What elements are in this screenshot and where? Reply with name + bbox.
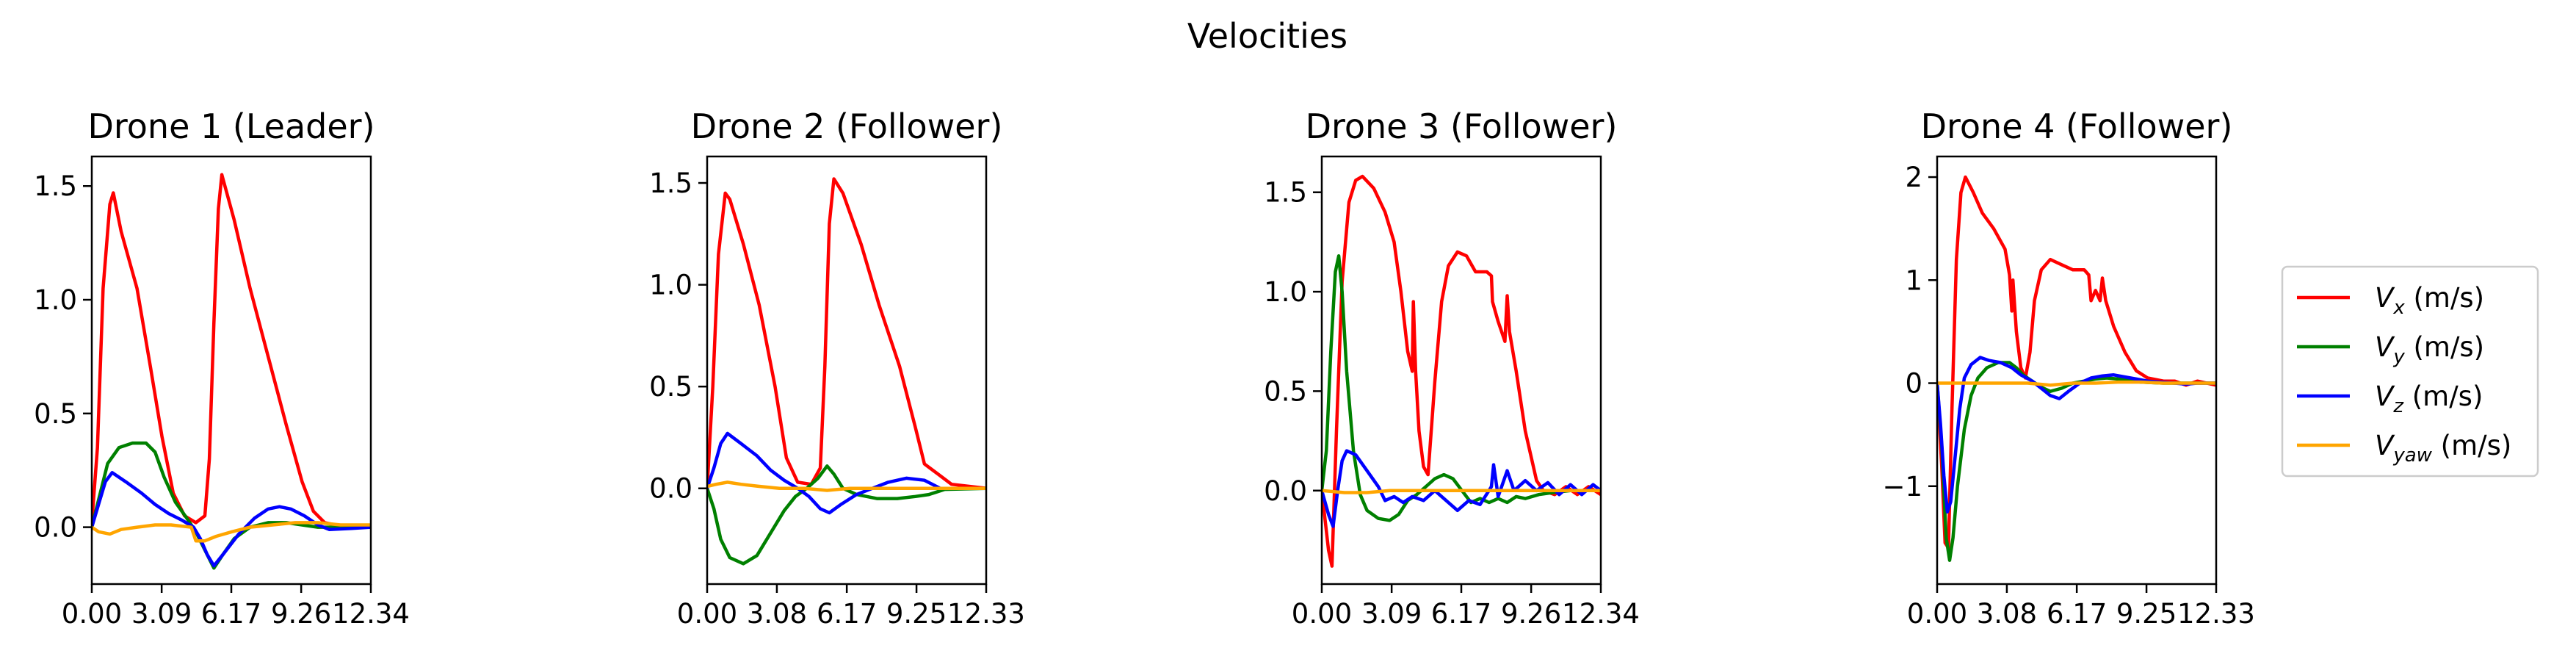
x-tick-label: 12.33 (947, 598, 1025, 630)
subplot-title: Drone 1 (Leader) (87, 107, 375, 146)
x-tick-label: 6.17 (817, 598, 877, 630)
legend-label: Vx (m/s) (2375, 282, 2484, 319)
axes-frame (706, 155, 988, 586)
subplot-title: Drone 3 (Follower) (1306, 107, 1618, 146)
x-tick-label: 3.09 (1361, 598, 1422, 630)
series-line (92, 441, 371, 570)
series-line (707, 431, 986, 515)
x-tick-label: 0.00 (677, 598, 737, 630)
legend-label: Vz (m/s) (2375, 381, 2483, 417)
x-tick-label: 9.25 (886, 598, 947, 630)
y-tick-label: 0 (1905, 368, 1922, 400)
axes-frame (1320, 155, 1602, 586)
y-tick-label: 1 (1905, 264, 1922, 296)
plot-area (92, 173, 371, 570)
y-tick-label: 1.5 (34, 170, 77, 202)
x-tick-label: 9.26 (1501, 598, 1561, 630)
series-line (92, 471, 371, 568)
x-tick-label: 12.34 (332, 598, 410, 630)
series-line (1322, 174, 1601, 568)
series-line (1322, 489, 1601, 494)
series-line (1322, 449, 1601, 528)
y-tick-label: 0.5 (649, 371, 692, 403)
series-line (707, 177, 986, 490)
y-tick-label: 2 (1905, 162, 1922, 193)
x-tick-label: 6.17 (1431, 598, 1491, 630)
y-tick-label: −1 (1882, 471, 1922, 503)
x-tick-label: 0.00 (62, 598, 122, 630)
figure-title: Velocities (1187, 16, 1347, 56)
x-tick-label: 9.26 (271, 598, 331, 630)
y-tick-label: 0.5 (34, 398, 77, 430)
x-tick-label: 3.08 (1977, 598, 2037, 630)
legend-label: Vy (m/s) (2375, 331, 2484, 368)
y-tick-label: 0.0 (1264, 475, 1307, 507)
x-tick-label: 3.08 (747, 598, 807, 630)
subplot-grid: Drone 1 (Leader)0.00 3.09 6.17 9.26 12.340.0… (34, 107, 2255, 630)
plot-area (1937, 175, 2216, 562)
series-line (707, 464, 986, 566)
axes-frame (90, 155, 372, 586)
series-line (1937, 175, 2216, 550)
axes-frame (1936, 155, 2218, 586)
plot-area (707, 177, 986, 566)
y-tick-label: 0.5 (1264, 375, 1307, 407)
y-tick-label: 0.0 (649, 473, 692, 505)
y-tick-label: 1.5 (649, 168, 692, 199)
subplot-1: Drone 1 (Leader) 0.00 3.09 6.17 9.26 12.34 0.0… (34, 107, 410, 630)
y-tick-label: 1.0 (649, 270, 692, 301)
series-line (92, 173, 371, 529)
y-tick-label: 0.0 (34, 512, 77, 544)
x-tick-label: 9.25 (2116, 598, 2177, 630)
x-tick-label: 6.17 (2047, 598, 2107, 630)
series-line (1937, 380, 2216, 387)
plot-area (1322, 174, 1601, 568)
x-tick-label: 0.00 (1907, 598, 1967, 630)
series-line (1937, 361, 2216, 562)
series-line (707, 480, 986, 492)
subplot-4: Drone 4 (Follower) 0.00 3.08 6.17 9.25 12.33 −… (1882, 107, 2255, 630)
series-line (1322, 254, 1601, 522)
y-tick-label: 1.0 (34, 284, 77, 316)
y-tick-label: 1.0 (1264, 276, 1307, 308)
subplot-title: Drone 2 (Follower) (691, 107, 1003, 146)
subplot-3: Drone 3 (Follower) 0.00 3.09 6.17 9.26 12.34 0… (1264, 107, 1640, 630)
subplot-title: Drone 4 (Follower) (1921, 107, 2233, 146)
legend-label: Vyaw (m/s) (2375, 430, 2511, 467)
x-tick-label: 12.33 (2177, 598, 2255, 630)
x-tick-label: 12.34 (1562, 598, 1640, 630)
legend-frame (2281, 265, 2539, 478)
x-tick-label: 0.00 (1292, 598, 1352, 630)
x-tick-label: 3.09 (131, 598, 192, 630)
subplot-2: Drone 2 (Follower) 0.00 3.08 6.17 9.25 12.33 0… (649, 107, 1025, 630)
legend: Vx (m/s) Vy (m/s) Vz (m/s) Vyaw (m/s) (2281, 265, 2539, 478)
y-tick-label: 1.5 (1264, 177, 1307, 209)
x-tick-label: 6.17 (201, 598, 261, 630)
series-line (92, 521, 371, 543)
